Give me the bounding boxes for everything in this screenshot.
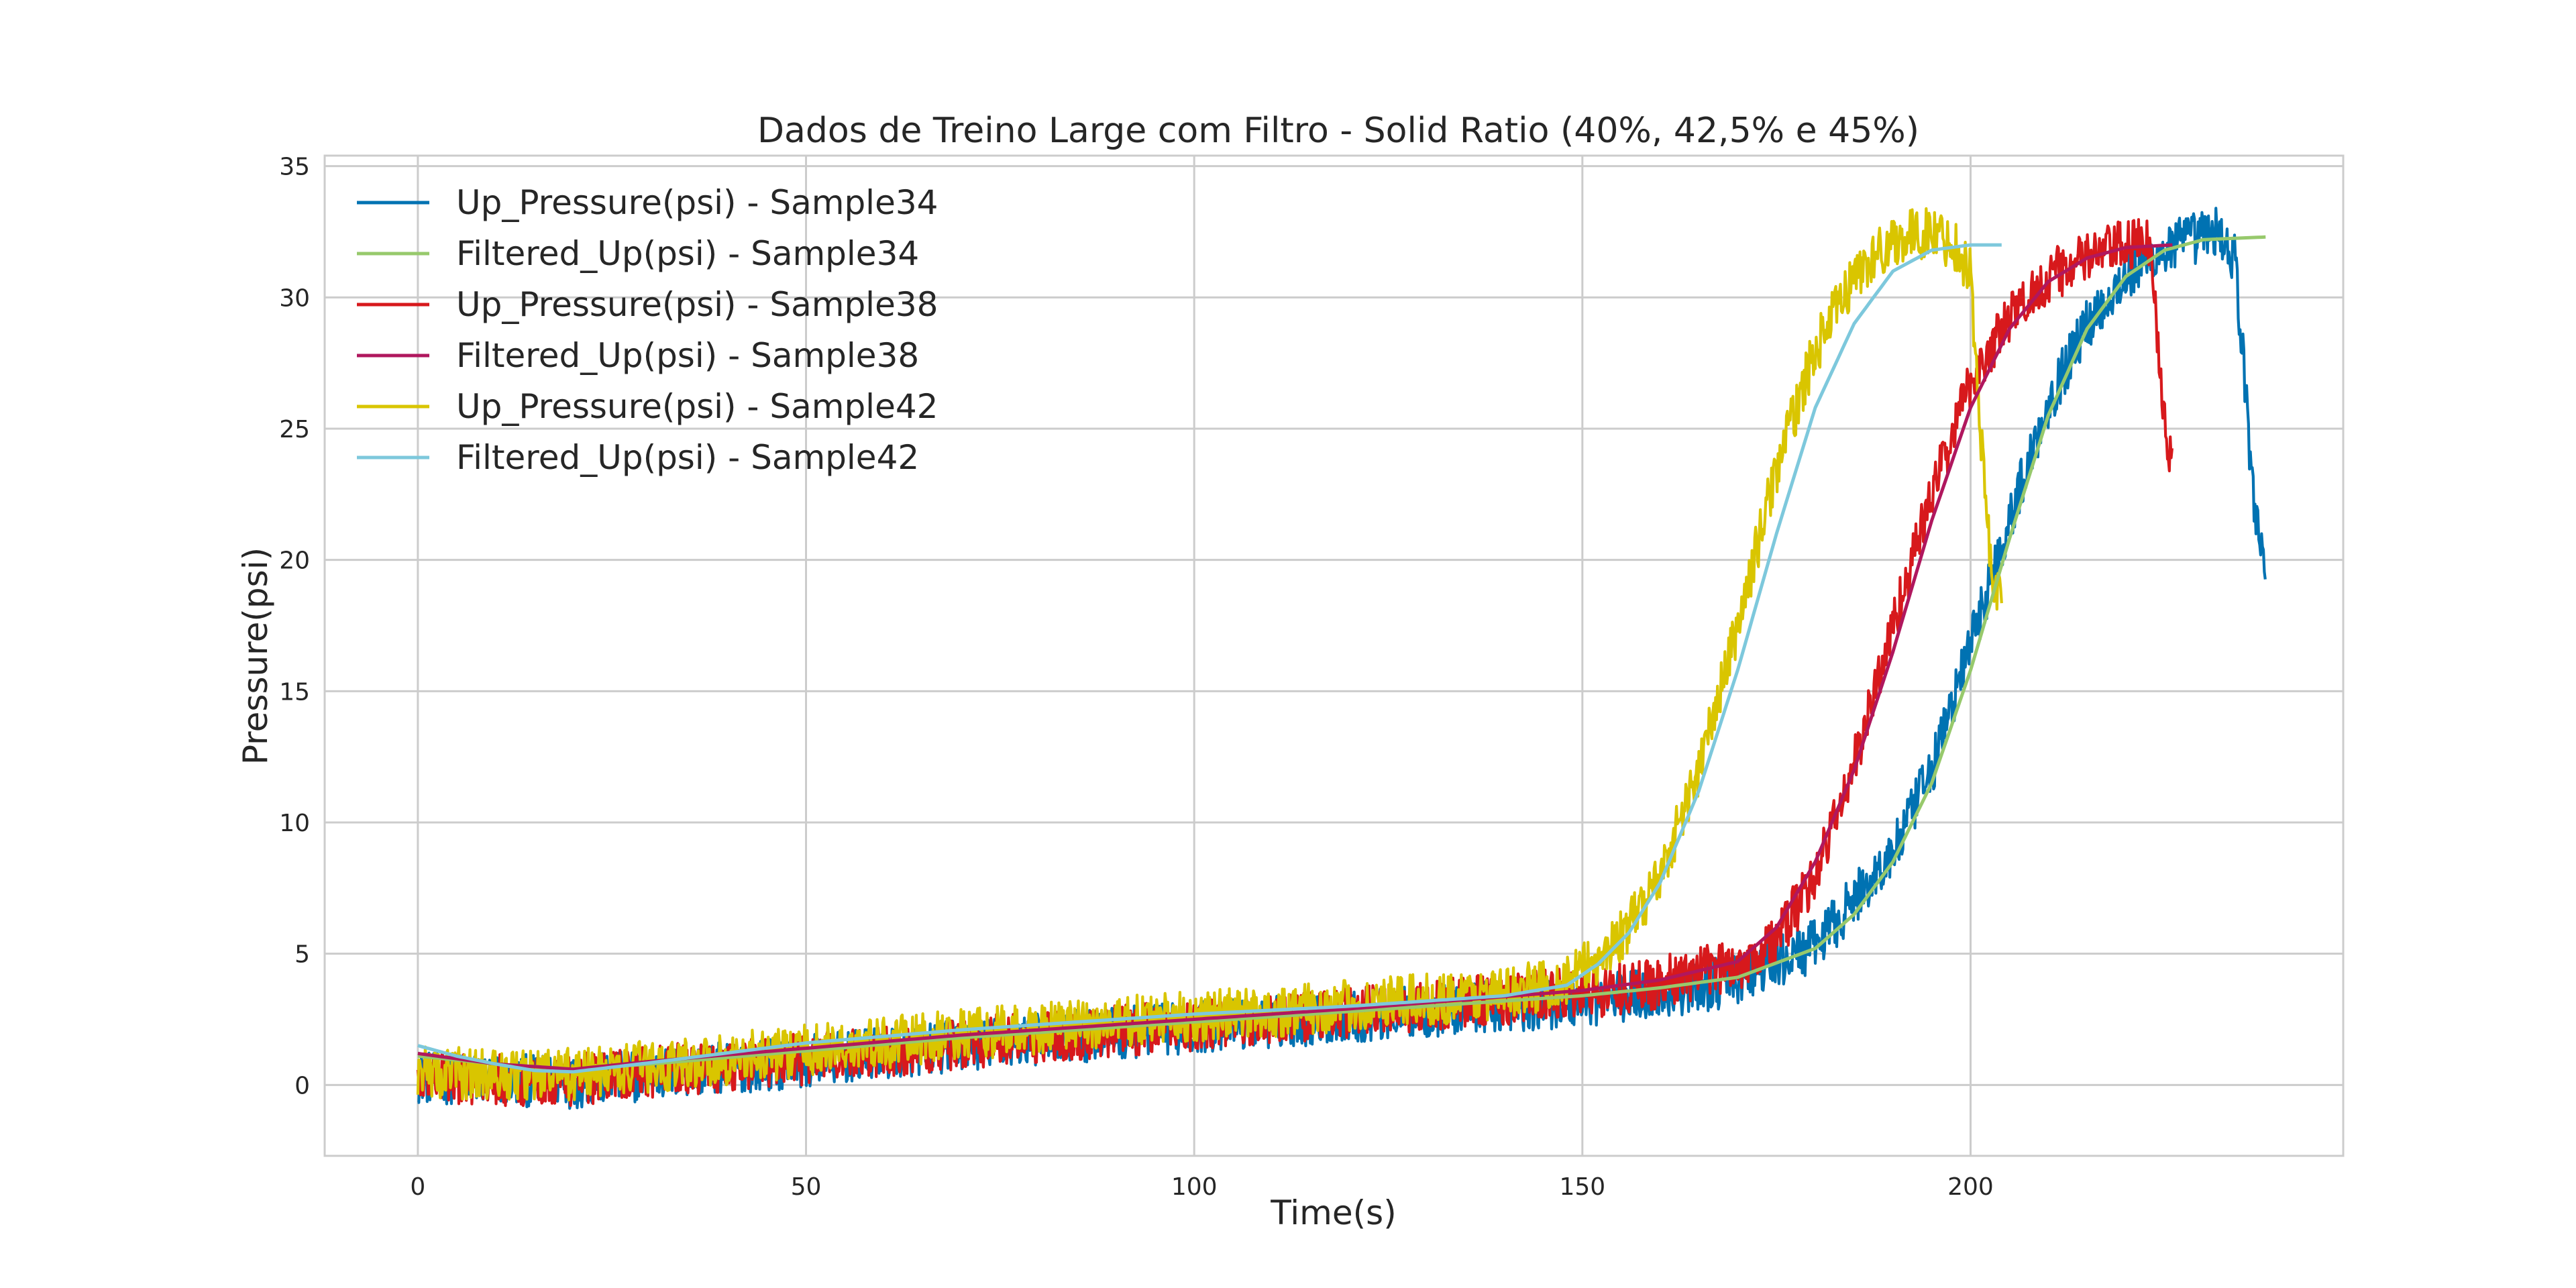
y-tick-label: 10 xyxy=(279,810,310,837)
x-tick-label: 0 xyxy=(410,1173,425,1201)
legend: Up_Pressure(psi) - Sample34 Filtered_Up(p… xyxy=(357,183,938,477)
y-tick-label: 15 xyxy=(279,678,310,706)
legend-entry: Up_Pressure(psi) - Sample34 xyxy=(456,183,938,222)
y-tick-label: 0 xyxy=(294,1072,310,1099)
y-tick-label: 30 xyxy=(279,284,310,312)
y-tick-label: 35 xyxy=(279,154,310,181)
chart-title: Dados de Treino Large com Filtro - Solid… xyxy=(757,111,1919,151)
y-axis-label: Pressure(psi) xyxy=(236,547,275,765)
y-tick-label: 25 xyxy=(279,416,310,443)
x-tick-label: 100 xyxy=(1171,1173,1218,1201)
legend-entry: Filtered_Up(psi) - Sample42 xyxy=(456,438,919,477)
legend-entry: Up_Pressure(psi) - Sample42 xyxy=(456,387,938,426)
y-tick-label: 20 xyxy=(279,547,310,575)
x-axis-label: Time(s) xyxy=(1270,1193,1396,1232)
legend-entry: Up_Pressure(psi) - Sample38 xyxy=(456,285,938,324)
legend-entry: Filtered_Up(psi) - Sample38 xyxy=(456,336,919,375)
series-line xyxy=(416,207,2003,1102)
y-tick-label: 5 xyxy=(294,941,310,969)
plot-frame xyxy=(323,154,2345,1157)
series-line xyxy=(417,235,2266,1071)
series-layer xyxy=(416,207,2267,1110)
legend-entry: Filtered_Up(psi) - Sample34 xyxy=(456,234,919,273)
tick-labels: 0 50 100 150 200 0 5 10 15 20 25 30 35 xyxy=(279,154,1994,1201)
series-line xyxy=(417,243,2002,1074)
x-tick-label: 50 xyxy=(791,1173,822,1201)
x-tick-label: 150 xyxy=(1559,1173,1605,1201)
x-tick-label: 200 xyxy=(1947,1173,1994,1201)
